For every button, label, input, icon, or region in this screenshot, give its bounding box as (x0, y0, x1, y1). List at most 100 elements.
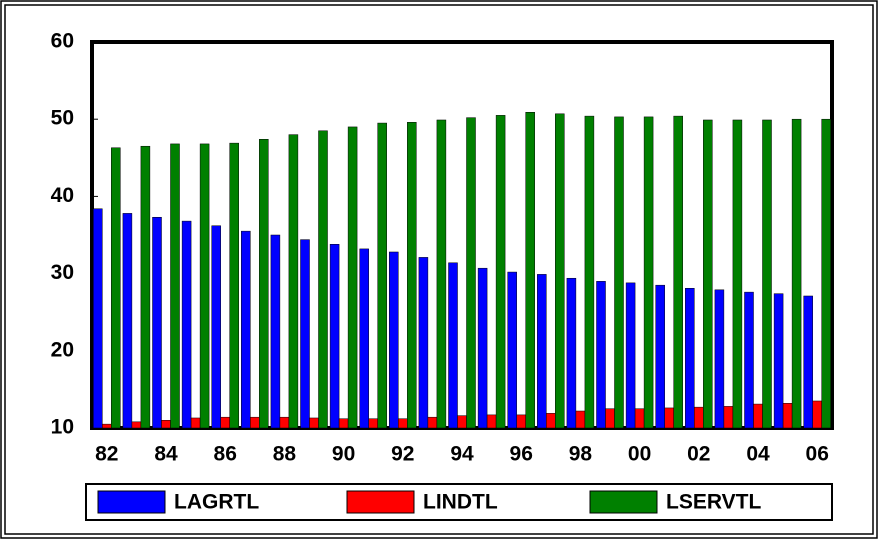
bar (211, 225, 221, 429)
bar (516, 414, 526, 429)
bar (309, 417, 319, 429)
bar (507, 271, 517, 429)
bar (377, 122, 387, 429)
bar (605, 408, 615, 429)
x-tick-label: 98 (569, 443, 593, 466)
x-tick-label: 92 (391, 443, 414, 466)
y-tick-label: 20 (51, 338, 74, 361)
x-tick-label: 86 (214, 443, 237, 466)
bar (773, 293, 784, 429)
bar (199, 143, 210, 429)
bar (685, 288, 695, 429)
bar (407, 122, 417, 429)
x-tick-label: 00 (628, 443, 651, 466)
bar (803, 295, 813, 429)
bar (643, 116, 654, 429)
bar (477, 267, 488, 429)
y-tick-label: 10 (51, 416, 74, 439)
bar (170, 143, 180, 429)
bar (220, 416, 230, 429)
x-tick-label: 96 (510, 443, 533, 466)
bar (495, 115, 506, 429)
bar (655, 284, 665, 429)
inner-frame (4, 4, 874, 535)
bar (436, 119, 447, 429)
bar (250, 416, 260, 429)
x-tick-label: 04 (746, 443, 770, 466)
bar (614, 116, 624, 429)
bar (241, 230, 251, 429)
bar (466, 117, 476, 429)
x-tick-label: 84 (154, 443, 178, 466)
bar (270, 234, 281, 429)
bar (161, 420, 171, 429)
bar (575, 410, 586, 429)
bar (625, 282, 636, 429)
bar (762, 119, 772, 429)
bar (398, 418, 408, 429)
bar (368, 418, 378, 429)
bar (714, 289, 725, 429)
bar (181, 220, 192, 429)
bar (634, 408, 645, 429)
bar (300, 239, 310, 429)
legend-swatch (346, 490, 415, 514)
y-tick-label: 30 (51, 261, 74, 284)
bar (111, 147, 121, 429)
bar (359, 248, 369, 429)
bar (318, 130, 328, 429)
bar (229, 142, 239, 429)
bar (448, 262, 458, 429)
bar (546, 413, 556, 429)
bar (732, 119, 743, 429)
legend-label: LINDTL (423, 491, 498, 514)
x-tick-label: 82 (95, 443, 118, 466)
bar (418, 257, 429, 429)
bar (122, 213, 133, 429)
bar (347, 126, 358, 429)
bar (93, 208, 103, 429)
bar (584, 115, 595, 429)
bar (673, 115, 683, 429)
bar (694, 406, 704, 429)
bar (338, 418, 349, 429)
x-tick-label: 94 (450, 443, 474, 466)
bar (102, 423, 112, 429)
bar (812, 400, 822, 429)
bar (596, 281, 606, 429)
legend-label: LAGRTL (174, 491, 259, 514)
bar (140, 145, 151, 429)
y-tick-label: 50 (51, 107, 74, 130)
legend-swatch (589, 490, 658, 514)
bar (190, 417, 201, 429)
y-tick-label: 60 (51, 30, 74, 53)
bar (703, 119, 713, 429)
bar (744, 291, 754, 429)
bar (486, 414, 497, 429)
bar (457, 415, 467, 429)
bar (753, 403, 763, 429)
x-tick-label: 88 (273, 443, 297, 466)
bar (537, 274, 547, 429)
bar (791, 118, 802, 429)
bar (131, 421, 142, 429)
x-tick-label: 06 (806, 443, 829, 466)
bar (152, 216, 162, 429)
x-tick-label: 02 (687, 443, 710, 466)
bar (259, 139, 269, 429)
y-tick-label: 40 (51, 184, 74, 207)
bar (566, 277, 577, 429)
legend-label: LSERVTL (666, 491, 761, 514)
bar (525, 112, 535, 429)
legend-box (85, 483, 833, 521)
bar (723, 406, 734, 429)
bar (821, 118, 831, 429)
bar (664, 407, 674, 429)
bar (288, 134, 299, 429)
bar (782, 403, 793, 429)
bar (329, 244, 340, 429)
bar (427, 416, 438, 429)
x-tick-label: 90 (332, 443, 355, 466)
